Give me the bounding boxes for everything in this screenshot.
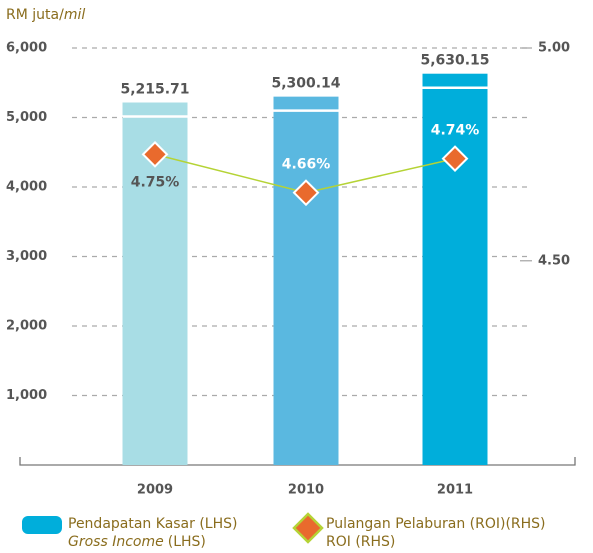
roi-marker <box>141 140 169 168</box>
bar-value-label: 5,630.15 <box>420 53 489 69</box>
y-tick-label: 3,000 <box>6 249 47 264</box>
y-tick-label: 5,000 <box>6 110 47 125</box>
y-tick-label: 2,000 <box>6 319 47 334</box>
roi-value-label: 4.74% <box>431 123 480 139</box>
x-tick-label: 2009 <box>137 483 173 498</box>
legend-suffix: (LHS) <box>168 534 206 550</box>
y2-tick-label: 4.50 <box>538 253 570 268</box>
roi-marker <box>441 145 469 173</box>
legend-text: Pendapatan Kasar (LHS) <box>68 516 237 532</box>
legend-text: ROI (RHS) <box>326 534 395 550</box>
x-tick-label: 2010 <box>288 483 324 498</box>
legend-text: Pulangan Pelaburan (ROI)(RHS) <box>326 516 546 532</box>
x-tick-label: 2011 <box>437 483 473 498</box>
bar <box>422 73 488 465</box>
bar-value-label: 5,215.71 <box>120 82 189 98</box>
roi-marker <box>292 179 320 207</box>
y-tick-label: 1,000 <box>6 388 47 403</box>
roi-value-label: 4.75% <box>131 174 180 190</box>
y-label-italic: mil <box>64 7 86 23</box>
y-axis-label: RM juta/mil <box>6 7 85 23</box>
bar <box>273 96 339 466</box>
y-label-text: RM juta/ <box>6 7 64 23</box>
legend-swatch-bar <box>22 516 62 534</box>
legend-text: Gross Income (LHS) <box>68 534 206 550</box>
y-tick-label: 6,000 <box>6 41 47 56</box>
legend-italic: Gross Income <box>68 534 164 550</box>
bar-value-label: 5,300.14 <box>271 76 340 92</box>
y2-tick-label: 5.00 <box>538 41 570 56</box>
y-tick-label: 4,000 <box>6 180 47 195</box>
legend-line: Pendapatan Kasar (LHS) <box>68 516 237 532</box>
roi-value-label: 4.66% <box>282 157 331 173</box>
legend-swatch-marker <box>292 512 324 544</box>
